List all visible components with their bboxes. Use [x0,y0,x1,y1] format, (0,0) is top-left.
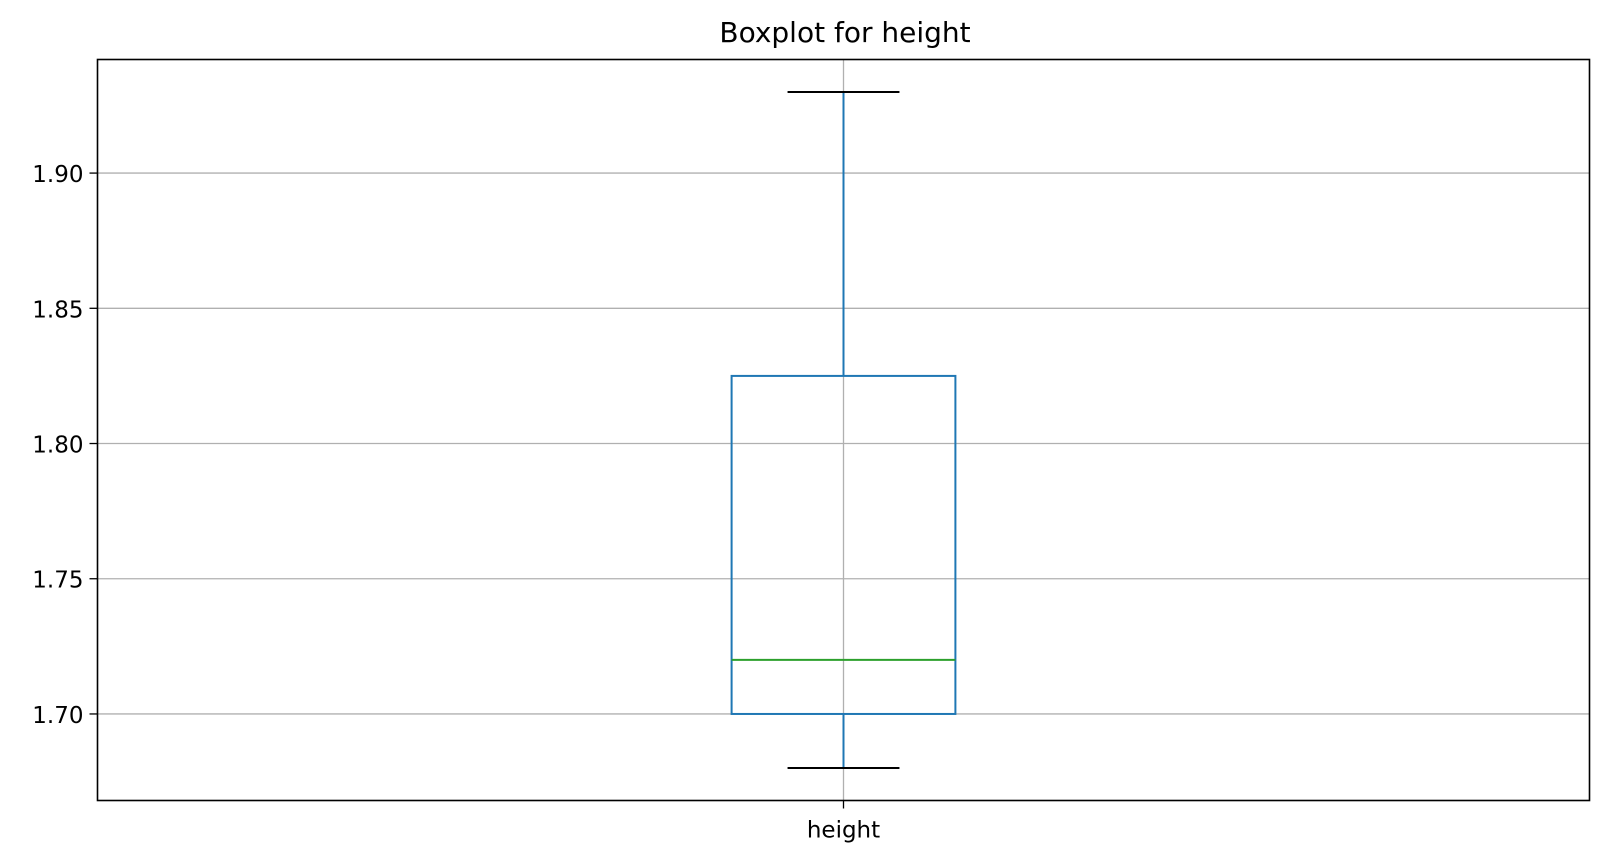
chart-title: Boxplot for height [719,16,970,49]
y-tick-label: 1.70 [32,703,83,729]
x-tick-label: height [807,818,880,844]
y-tick-label: 1.90 [32,162,83,188]
y-tick-label: 1.80 [32,433,83,459]
axis-ticks: 1.70 1.75 1.80 1.85 1.90 height [32,162,880,843]
y-tick-label: 1.85 [32,297,83,323]
axes-frame [96,58,1591,802]
iqr-box [730,374,957,715]
y-tick-label: 1.75 [32,568,83,594]
box-layer [730,90,957,770]
